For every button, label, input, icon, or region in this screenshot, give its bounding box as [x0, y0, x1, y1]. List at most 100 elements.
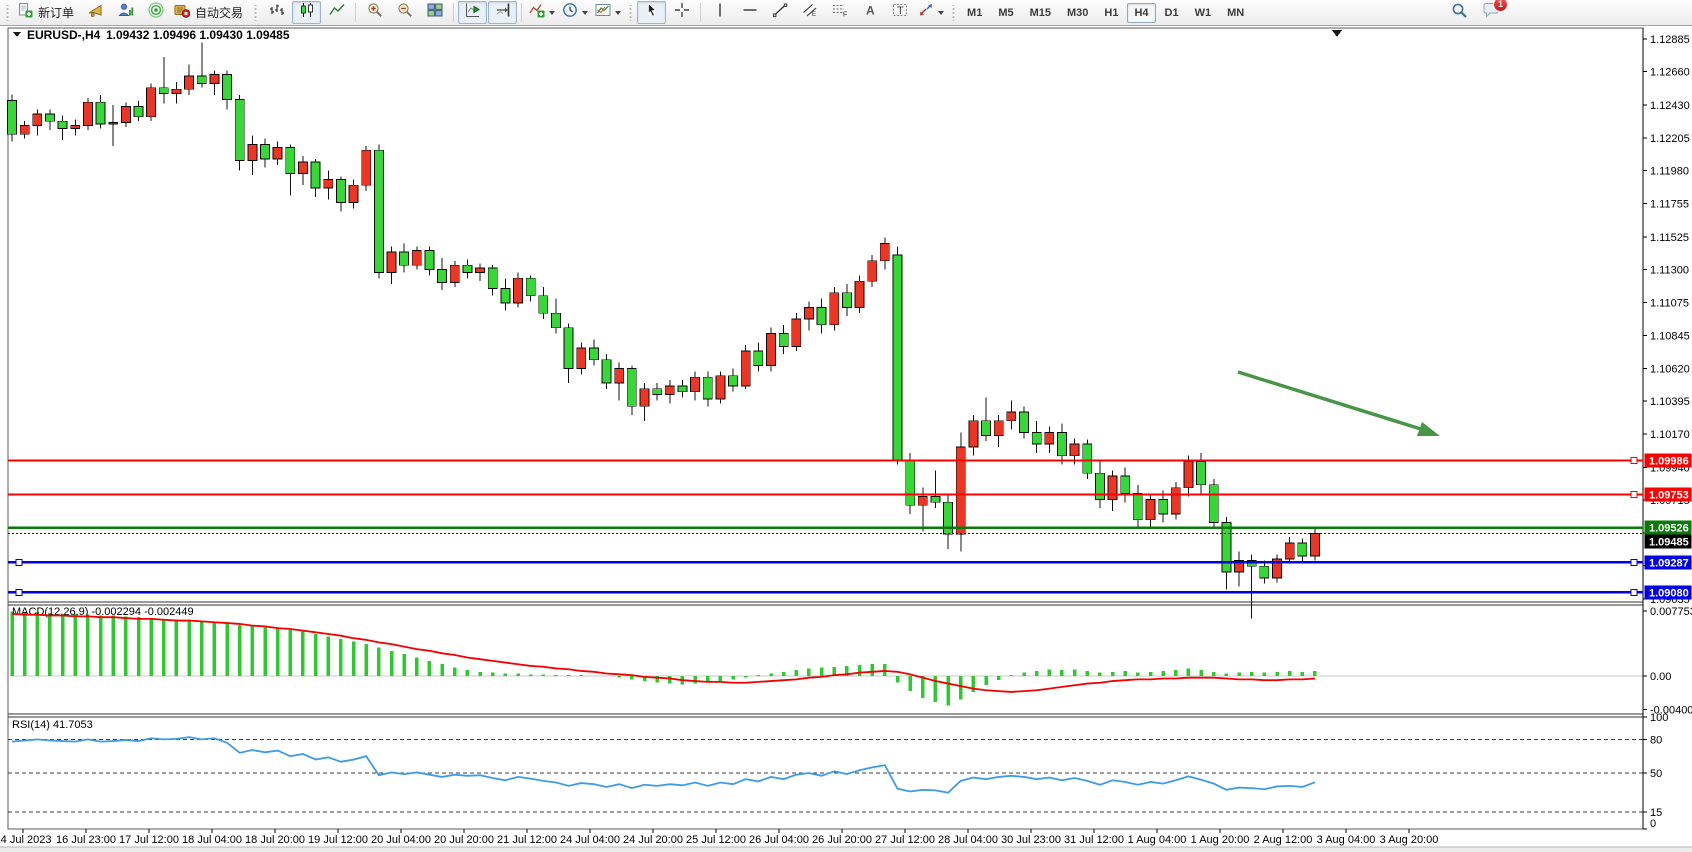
candle	[19, 125, 30, 135]
svg-text:E: E	[812, 12, 816, 18]
crosshair-tool-button[interactable]	[667, 1, 696, 24]
candle	[146, 87, 157, 118]
auto-scroll-button[interactable]	[458, 1, 488, 24]
timeframe-m1[interactable]: M1	[967, 6, 983, 19]
crosshair-icon	[674, 2, 690, 23]
timeframe-d1[interactable]: D1	[1164, 6, 1179, 19]
candle	[1234, 560, 1244, 573]
text-tool-button[interactable]: A	[855, 1, 884, 24]
templates-icon	[595, 2, 611, 23]
templates-button[interactable]	[592, 1, 624, 24]
news-button[interactable]	[81, 1, 110, 24]
time-axis-label: 2 Aug 12:00	[1254, 834, 1313, 846]
toolbar-grip[interactable]	[628, 4, 634, 21]
zoom-in-icon	[367, 2, 383, 23]
text-label-tool-button[interactable]: T	[885, 1, 914, 24]
hline-handle	[1630, 491, 1638, 499]
vertical-line-tool-button[interactable]	[705, 1, 734, 24]
candle	[854, 280, 865, 308]
rsi-scale-label: 0	[1650, 818, 1656, 830]
timeframe-h4[interactable]: H4	[1127, 2, 1156, 23]
timeframe-m15[interactable]: M15	[1029, 6, 1051, 19]
candle	[690, 376, 700, 393]
candlestick-mode-button[interactable]	[292, 1, 322, 24]
zoom-in-button[interactable]	[360, 1, 389, 24]
candle	[589, 347, 599, 361]
candle	[1019, 411, 1029, 433]
horizontal-line-tool-button[interactable]	[735, 1, 764, 24]
channel-tool-button[interactable]: E	[795, 1, 824, 24]
candle	[272, 146, 283, 160]
svg-text:F: F	[843, 12, 847, 19]
periods-clock-icon	[562, 2, 578, 23]
profile-charts-button[interactable]	[111, 1, 140, 24]
candle	[981, 420, 991, 436]
zoom-out-button[interactable]	[390, 1, 419, 24]
macd-scale-label: 0.00	[1650, 671, 1671, 683]
macd-label: MACD(12,26,9) -0.002294 -0.002449	[12, 606, 194, 618]
candle	[525, 277, 536, 297]
toolbar-grip[interactable]	[951, 4, 957, 21]
cursor-icon	[644, 2, 660, 23]
timeframe-m30[interactable]: M30	[1067, 6, 1089, 19]
price-tick-label: 1.12660	[1650, 67, 1690, 79]
notification-badge: 1	[1493, 0, 1508, 12]
signals-button[interactable]	[141, 1, 170, 24]
chart-shift-button[interactable]	[488, 1, 518, 24]
candle	[500, 288, 511, 304]
candle	[1095, 472, 1105, 500]
new-order-button[interactable]: 新订单	[14, 1, 80, 24]
hline-price-label: 1.09287	[1649, 557, 1689, 569]
candle	[1069, 443, 1080, 457]
bar-chart-icon	[269, 2, 285, 23]
trading-chart-canvas[interactable]: MACD(12,26,9) -0.002294 -0.002449 RSI(14)…	[0, 26, 1692, 852]
candle	[386, 251, 397, 273]
toolbar-grip[interactable]	[5, 4, 10, 21]
periods-button[interactable]	[559, 1, 591, 24]
candle	[1196, 461, 1206, 486]
bar-chart-mode-button[interactable]	[262, 1, 291, 24]
candle	[993, 420, 1004, 436]
search-icon[interactable]	[1451, 2, 1468, 24]
candle	[626, 368, 637, 407]
price-tick-label: 1.10395	[1650, 396, 1690, 408]
timeframe-m5[interactable]: M5	[998, 6, 1014, 19]
arrows-tool-button[interactable]	[915, 1, 947, 24]
tile-windows-button[interactable]	[420, 1, 449, 24]
toolbar-separator	[355, 3, 357, 22]
trendline-tool-button[interactable]	[765, 1, 794, 24]
svg-text:A: A	[866, 4, 875, 18]
signal-icon	[147, 2, 164, 23]
hline-price-label: 1.09986	[1649, 456, 1689, 468]
candle	[209, 74, 220, 84]
candle	[399, 251, 410, 266]
toolbar-grip[interactable]	[253, 4, 259, 21]
candle	[1208, 484, 1219, 524]
candle	[222, 74, 232, 100]
toolbar-separator	[453, 3, 455, 22]
candle	[70, 125, 81, 129]
candle	[905, 459, 916, 506]
candle	[804, 306, 814, 320]
candle	[892, 254, 903, 461]
time-axis-label: 18 Jul 04:00	[182, 834, 242, 846]
timeframe-h1[interactable]: H1	[1104, 6, 1119, 19]
candle	[842, 292, 852, 308]
candle	[614, 368, 625, 384]
candle	[298, 161, 308, 174]
text-icon: A	[862, 2, 878, 23]
indicators-button[interactable]	[526, 1, 558, 24]
cursor-tool-button[interactable]	[637, 1, 667, 24]
auto-trading-button[interactable]: 自动交易	[171, 1, 249, 24]
timeframe-w1[interactable]: W1	[1194, 6, 1212, 19]
chat-button[interactable]: 1	[1482, 0, 1508, 24]
line-chart-mode-button[interactable]	[322, 1, 351, 24]
candle	[184, 75, 195, 90]
hline-handle	[15, 558, 23, 566]
chart-collapse-arrow[interactable]	[13, 32, 21, 37]
fibonacci-tool-button[interactable]: F	[825, 1, 854, 24]
chart-shift-marker[interactable]	[1332, 30, 1342, 37]
price-tick-label: 1.11525	[1650, 232, 1689, 244]
timeframe-mn[interactable]: MN	[1227, 6, 1245, 19]
time-axis-label: 3 Aug 04:00	[1317, 834, 1376, 846]
